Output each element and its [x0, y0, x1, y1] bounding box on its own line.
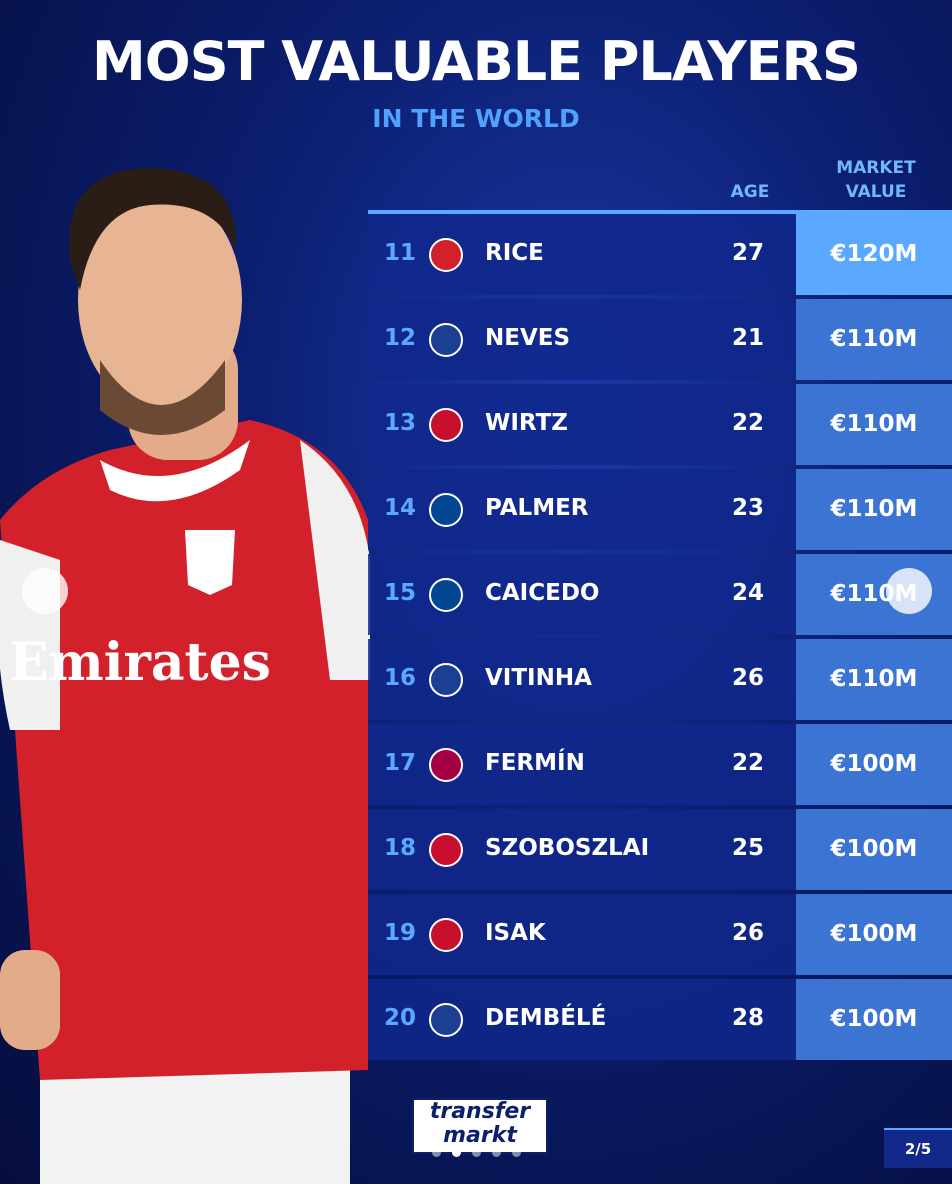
player-name: SZOBOSZLAI	[485, 835, 650, 861]
club-crest	[428, 406, 464, 448]
rank: 11	[384, 240, 417, 266]
age: 21	[731, 325, 764, 351]
player-name: VITINHA	[485, 665, 592, 691]
age: 22	[731, 410, 764, 436]
title: MOST VALUABLE PLAYERS	[92, 30, 861, 93]
rank: 20	[384, 1005, 417, 1031]
rank: 14	[384, 495, 417, 521]
column-header: MARKET VALUE	[836, 158, 916, 202]
rank: 17	[384, 750, 417, 776]
next-button[interactable]	[886, 568, 932, 614]
market-value: €110M	[796, 384, 952, 465]
player-photo: Emirates	[0, 168, 370, 1184]
table-row: 19 ISAK 26 €100M	[368, 894, 952, 975]
age: 25	[731, 835, 764, 861]
subtitle: IN THE WORLD	[372, 104, 580, 133]
player-name: PALMER	[485, 495, 589, 521]
club-crest	[428, 661, 464, 703]
player-name: FERMÍN	[485, 750, 585, 776]
age: 23	[731, 495, 764, 521]
age: 28	[731, 1005, 764, 1031]
club-crest	[428, 491, 464, 533]
club-crest	[428, 831, 464, 873]
table-row: 11 RICE 27 €120M	[368, 214, 952, 295]
rank: 16	[384, 665, 417, 691]
player-name: NEVES	[485, 325, 571, 351]
age: 27	[731, 240, 764, 266]
market-value: €100M	[796, 979, 952, 1060]
prev-button[interactable]	[22, 568, 68, 614]
market-value: €100M	[796, 894, 952, 975]
player-name: CAICEDO	[485, 580, 600, 606]
rank: 12	[384, 325, 417, 351]
column-header: AGE	[730, 182, 770, 202]
carousel-dot[interactable]	[512, 1148, 521, 1157]
table-row: 18 SZOBOSZLAI 25 €100M	[368, 809, 952, 890]
logo: transfer markt	[412, 1098, 548, 1154]
market-value: €120M	[796, 214, 952, 295]
table-row: 20 DEMBÉLÉ 28 €100M	[368, 979, 952, 1060]
table-row: 14 PALMER 23 €110M	[368, 469, 952, 550]
market-value: €110M	[796, 639, 952, 720]
age: 24	[731, 580, 764, 606]
logo-text: transfer	[429, 1099, 531, 1124]
table-row: 16 VITINHA 26 €110M	[368, 639, 952, 720]
age: 22	[731, 750, 764, 776]
carousel-dot[interactable]	[452, 1148, 461, 1157]
club-crest	[428, 916, 464, 958]
rank: 15	[384, 580, 417, 606]
carousel-dot[interactable]	[472, 1148, 481, 1157]
page-indicator: 2/5	[884, 1128, 952, 1168]
logo-text: markt	[443, 1123, 517, 1148]
club-crest	[428, 1001, 464, 1043]
club-crest	[428, 321, 464, 363]
carousel-dot[interactable]	[492, 1148, 501, 1157]
rank: 18	[384, 835, 417, 861]
player-name: RICE	[485, 240, 544, 266]
ranking-table: 11 RICE 27 €120M 12 NEVES 21 €110M 13 WIRTZ 22 €110…	[368, 210, 952, 1064]
club-crest	[428, 236, 464, 278]
rank: 13	[384, 410, 417, 436]
shirt-sponsor: Emirates	[9, 632, 271, 693]
age: 26	[731, 665, 764, 691]
player-name: ISAK	[485, 920, 546, 946]
market-value: €100M	[796, 724, 952, 805]
carousel-dot[interactable]	[432, 1148, 441, 1157]
table-row: 17 FERMÍN 22 €100M	[368, 724, 952, 805]
table-row: 12 NEVES 21 €110M	[368, 299, 952, 380]
table-row: 13 WIRTZ 22 €110M	[368, 384, 952, 465]
market-value: €110M	[796, 469, 952, 550]
table-row: 15 CAICEDO 24 €110M	[368, 554, 952, 635]
rank: 19	[384, 920, 417, 946]
age: 26	[731, 920, 764, 946]
club-crest	[428, 746, 464, 788]
market-value: €100M	[796, 809, 952, 890]
market-value: €110M	[796, 299, 952, 380]
player-name: DEMBÉLÉ	[485, 1005, 607, 1031]
player-name: WIRTZ	[485, 410, 568, 436]
club-crest	[428, 576, 464, 618]
